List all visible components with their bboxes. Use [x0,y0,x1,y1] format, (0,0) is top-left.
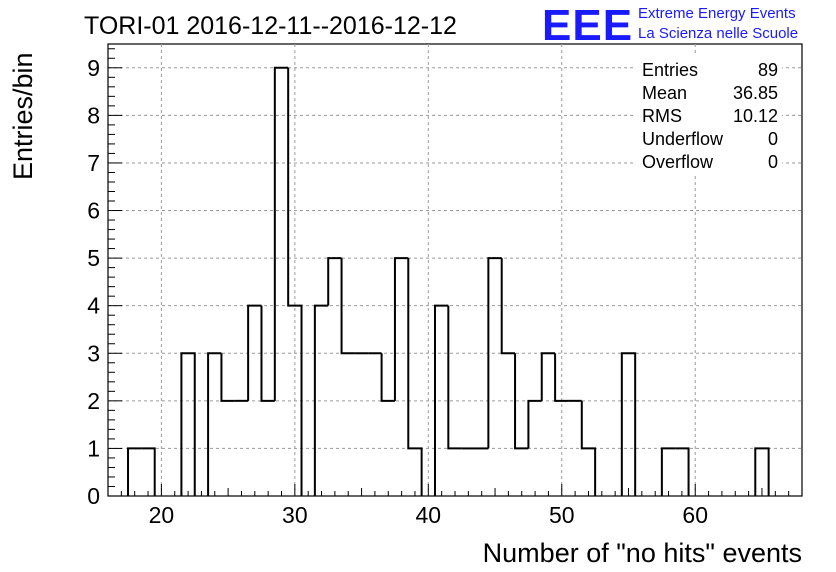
histogram-bin [260,305,275,402]
stats-label-underflow: Underflow [642,129,724,149]
y-axis-label: Entries/bin [8,52,38,180]
y-tick-label: 6 [87,198,100,224]
y-tick-label: 0 [87,483,100,509]
histogram-bin [580,400,597,496]
histogram-bin [340,258,355,355]
stats-value-underflow: 0 [768,129,778,149]
stats-box: Entries 89 Mean 36.85 RMS 10.12 Underflo… [636,56,782,174]
histogram-bin [660,447,676,496]
eee-logo-mark: EEE [542,1,633,50]
x-tick-label: 20 [149,502,175,528]
histogram-bin [141,447,156,496]
eee-logo-line1: Extreme Energy Events [638,5,796,22]
stats-value-overflow: 0 [768,152,778,172]
histogram-bin [540,352,556,401]
y-tick-label: 3 [87,340,100,366]
x-tick-label: 30 [282,502,308,528]
histogram-bin [273,66,289,401]
stats-value-entries: 89 [758,60,778,80]
histogram-bin [754,447,770,496]
histogram-bin [380,353,395,402]
histogram-bin [207,352,222,496]
histogram-bin [514,353,529,450]
chart-title: TORI-01 2016-12-11--2016-12-12 [84,12,457,40]
histogram-bin [313,304,329,496]
histogram-bin [675,447,690,496]
histogram-bin [327,257,342,306]
histogram-bin [433,304,449,496]
histogram-bin [127,447,142,496]
y-tick-label: 5 [87,245,100,271]
histogram-bin [500,258,516,355]
eee-logo: EEE Extreme Energy Events La Scienza nel… [542,1,798,50]
y-tick-label: 4 [87,293,100,319]
y-axis-ticks: 0 1 2 3 4 5 6 7 8 9 [87,48,122,509]
histogram-bin [287,67,303,496]
y-tick-label: 9 [87,55,100,81]
histogram-bin [393,257,409,401]
x-tick-label: 40 [416,502,442,528]
stats-box-bg [636,56,782,174]
histogram-bin [407,258,423,496]
y-tick-label: 8 [87,102,100,128]
histogram-bin [487,257,502,449]
stats-value-mean: 36.85 [733,83,778,103]
histogram-bars [127,66,770,496]
histogram-bin [247,304,262,401]
stats-value-rms: 10.12 [733,106,778,126]
y-tick-label: 7 [87,150,100,176]
stats-label-rms: RMS [642,106,682,126]
histogram-bin [527,399,542,449]
histogram-bin [554,353,569,402]
histogram-bin [447,305,462,450]
x-tick-label: 50 [549,502,575,528]
x-tick-label: 60 [682,502,708,528]
stats-label-overflow: Overflow [642,152,714,172]
stats-label-mean: Mean [642,83,687,103]
histogram-bin [620,352,637,496]
y-tick-label: 1 [87,435,100,461]
histogram-bin [180,352,196,496]
x-axis-label: Number of "no hits" events [483,538,802,568]
histogram-bin [220,353,235,402]
eee-logo-line2: La Scienza nelle Scuole [638,25,798,42]
y-tick-label: 2 [87,388,100,414]
x-axis-ticks: 20 30 40 50 60 [107,484,803,528]
stats-label-entries: Entries [642,60,698,80]
